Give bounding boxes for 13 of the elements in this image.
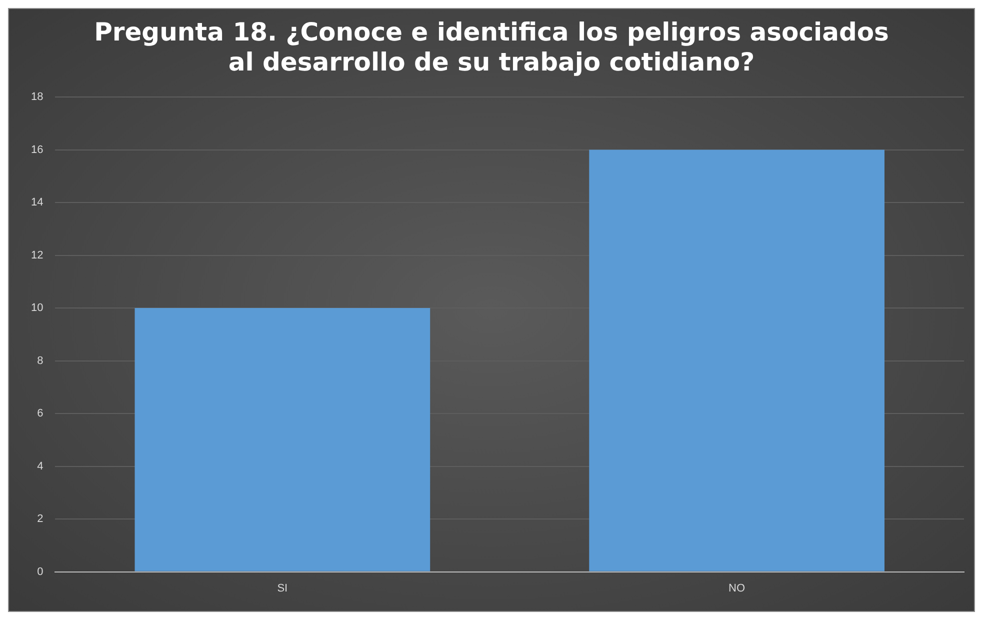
- y-tick-label: 14: [30, 196, 44, 209]
- x-tick-label: SI: [277, 582, 288, 594]
- y-tick-label: 16: [30, 144, 44, 156]
- y-tick-label: 18: [30, 91, 44, 104]
- y-tick-label: 4: [37, 460, 44, 472]
- y-tick-label: 12: [30, 249, 44, 262]
- y-tick-label: 2: [37, 513, 44, 526]
- y-tick-label: 6: [37, 408, 44, 420]
- chart-title: Pregunta 18. ¿Conoce e identifica los peligros asociados al desarrollo de su trabajo cotidiano?: [94, 18, 889, 76]
- x-tick-label: NO: [728, 582, 746, 594]
- y-tick-label: 10: [30, 302, 44, 314]
- y-tick-label: 8: [37, 354, 44, 367]
- y-tick-label: 0: [37, 566, 44, 578]
